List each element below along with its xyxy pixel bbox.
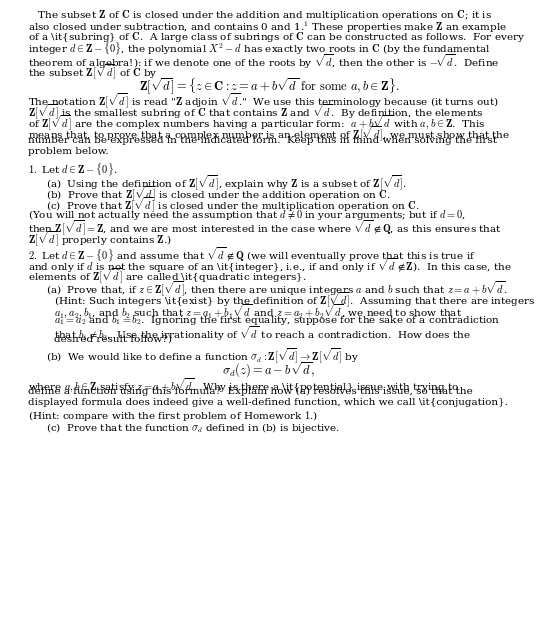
Text: then $\mathbf{Z}[\sqrt{d}] = \mathbf{Z}$, and we are most interested in the case: then $\mathbf{Z}[\sqrt{d}] = \mathbf{Z}$… xyxy=(28,219,502,238)
Text: define a function using this formula?  Explain how (a) resolves this issue, so t: define a function using this formula? Ex… xyxy=(28,387,473,396)
Text: also closed under subtraction, and contains 0 and 1.$^{1}$ These properties make: also closed under subtraction, and conta… xyxy=(28,19,507,35)
Text: (a)  Using the definition of $\mathbf{Z}[\sqrt{d}]$, explain why $\mathbf{Z}$ is: (a) Using the definition of $\mathbf{Z}[… xyxy=(46,174,407,193)
Text: and only if $d$ is not the square of an \it{integer}, i.e., if and only if $\sqr: and only if $d$ is not the square of an … xyxy=(28,256,512,275)
Text: (c)  Prove that $\mathbf{Z}[\sqrt{d}]$ is closed under the multiplication operat: (c) Prove that $\mathbf{Z}[\sqrt{d}]$ is… xyxy=(46,196,420,215)
Text: of a \it{subring} of $\mathbf{C}$.  A large class of subrings of $\mathbf{C}$ ca: of a \it{subring} of $\mathbf{C}$. A lar… xyxy=(28,30,525,44)
Text: where $a, b \in \mathbf{Z}$ satisfy $z = a + b\sqrt{d}$.  Why is there a \it{pot: where $a, b \in \mathbf{Z}$ satisfy $z =… xyxy=(28,376,459,394)
Text: means that, to prove that a complex number is an element of $\mathbf{Z}[\sqrt{d}: means that, to prove that a complex numb… xyxy=(28,125,510,144)
Text: $a_1 = a_2$ and $b_1 = b_2$.  Ignoring the first equality, suppose for the sake : $a_1 = a_2$ and $b_1 = b_2$. Ignoring th… xyxy=(54,313,500,327)
Text: the subset $\mathbf{Z}[\sqrt{d}]$ of $\mathbf{C}$ by: the subset $\mathbf{Z}[\sqrt{d}]$ of $\m… xyxy=(28,63,158,82)
Text: $a_1, a_2, b_1$, and $b_2$ such that $z = a_1 + b_1\sqrt{d}$ and $z = a_2 + b_2\: $a_1, a_2, b_1$, and $b_2$ such that $z … xyxy=(54,302,462,320)
Text: of $\mathbf{Z}[\sqrt{d}]$ are the complex numbers having a particular form:  $a : of $\mathbf{Z}[\sqrt{d}]$ are the comple… xyxy=(28,114,485,133)
Text: $\mathbf{2.}$ Let $d \in \mathbf{Z} - \{0\}$ and assume that $\sqrt{d} \notin \m: $\mathbf{2.}$ Let $d \in \mathbf{Z} - \{… xyxy=(28,245,476,264)
Text: $\mathbf{Z}[\sqrt{d}]$ is the smallest subring of $\mathbf{C}$ that contains $\m: $\mathbf{Z}[\sqrt{d}]$ is the smallest s… xyxy=(28,103,484,122)
Text: desired result follow?): desired result follow?) xyxy=(54,335,172,344)
Text: $\mathbf{Z}[\sqrt{d}]$ properly contains $\mathbf{Z}$.): $\mathbf{Z}[\sqrt{d}]$ properly contains… xyxy=(28,230,172,249)
Text: $\mathbf{1.}$ Let $d \in \mathbf{Z} - \{0\}$.: $\mathbf{1.}$ Let $d \in \mathbf{Z} - \{… xyxy=(28,162,117,179)
Text: (Hint: compare with the first problem of Homework $\mathbf{1}$.): (Hint: compare with the first problem of… xyxy=(28,409,318,423)
Text: (b)  Prove that $\mathbf{Z}[\sqrt{d}]$ is closed under the addition operation on: (b) Prove that $\mathbf{Z}[\sqrt{d}]$ is… xyxy=(46,185,391,204)
Text: integer $d \in \mathbf{Z} - \{0\}$, the polynomial $X^2 - d$ has exactly two roo: integer $d \in \mathbf{Z} - \{0\}$, the … xyxy=(28,41,491,57)
Text: number can be expressed in the indicated form.  Keep this in mind when solving t: number can be expressed in the indicated… xyxy=(28,136,497,145)
Text: (b)  We would like to define a function $\sigma_d : \mathbf{Z}[\sqrt{d}] \righta: (b) We would like to define a function $… xyxy=(46,347,359,366)
Text: $\sigma_d(z) = a - b\sqrt{d},$: $\sigma_d(z) = a - b\sqrt{d},$ xyxy=(222,361,316,381)
Text: theorem of algebra!): if we denote one of the roots by $\sqrt{d}$, then the othe: theorem of algebra!): if we denote one o… xyxy=(28,52,499,71)
Text: The notation $\mathbf{Z}[\sqrt{d}]$ is read "$\mathbf{Z}$ adjoin $\sqrt{d}$."  W: The notation $\mathbf{Z}[\sqrt{d}]$ is r… xyxy=(28,92,499,111)
Text: (Hint: Such integers \it{exist} by the definition of $\mathbf{Z}[\sqrt{d}]$.  As: (Hint: Such integers \it{exist} by the d… xyxy=(54,291,535,310)
Text: (c)  Prove that the function $\sigma_d$ defined in (b) is bijective.: (c) Prove that the function $\sigma_d$ d… xyxy=(46,421,340,435)
Text: (You will not actually need the assumption that $d \neq 0$ in your arguments; bu: (You will not actually need the assumpti… xyxy=(28,208,466,222)
Text: (a)  Prove that, if $z \in \mathbf{Z}[\sqrt{d}]$, then there are unique integers: (a) Prove that, if $z \in \mathbf{Z}[\sq… xyxy=(46,280,508,299)
Text: problem below.: problem below. xyxy=(28,147,109,156)
Text: The subset $\mathbf{Z}$ of $\mathbf{C}$ is closed under the addition and multipl: The subset $\mathbf{Z}$ of $\mathbf{C}$ … xyxy=(28,8,492,22)
Text: displayed formula does indeed give a well-defined function, which we call \it{co: displayed formula does indeed give a wel… xyxy=(28,398,508,407)
Text: that $b_1 \neq b_2$.  Use the irrationality of $\sqrt{d}$ to reach a contradicti: that $b_1 \neq b_2$. Use the irrationali… xyxy=(54,324,471,343)
Text: elements of $\mathbf{Z}[\sqrt{d}]$ are called \it{quadratic integers}.: elements of $\mathbf{Z}[\sqrt{d}]$ are c… xyxy=(28,267,307,286)
Text: $\mathbf{Z}[\sqrt{d}] = \{z \in \mathbf{C} : z = a + b\sqrt{d}\ \mathrm{for\ som: $\mathbf{Z}[\sqrt{d}] = \{z \in \mathbf{… xyxy=(139,77,399,97)
